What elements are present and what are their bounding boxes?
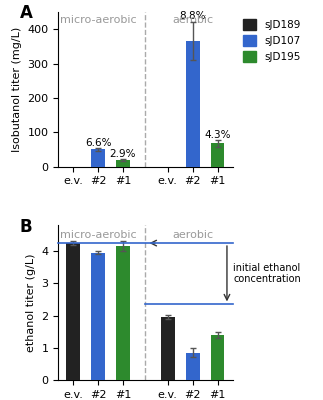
Legend: sJD189, sJD107, sJD195: sJD189, sJD107, sJD195 — [241, 17, 303, 64]
Bar — [66, 243, 80, 380]
Y-axis label: Isobutanol titer (mg/L): Isobutanol titer (mg/L) — [12, 27, 22, 152]
Bar — [186, 353, 200, 380]
Text: initial ethanol
concentration: initial ethanol concentration — [233, 263, 301, 284]
Bar — [211, 335, 224, 380]
Text: 6.6%: 6.6% — [85, 138, 111, 148]
Bar — [116, 160, 130, 167]
Text: micro-aerobic: micro-aerobic — [60, 230, 136, 240]
Text: B: B — [20, 218, 32, 236]
Bar — [186, 41, 200, 167]
Text: A: A — [20, 4, 33, 22]
Text: aerobic: aerobic — [172, 230, 213, 240]
Bar — [91, 253, 105, 380]
Bar — [91, 150, 105, 167]
Text: 4.3%: 4.3% — [204, 130, 231, 140]
Text: 8.8%: 8.8% — [180, 10, 206, 20]
Bar — [161, 317, 175, 380]
Text: 2.9%: 2.9% — [110, 149, 136, 159]
Bar — [211, 143, 224, 167]
Bar — [116, 246, 130, 380]
Y-axis label: ethanol titer (g/L): ethanol titer (g/L) — [26, 254, 36, 352]
Text: aerobic: aerobic — [172, 16, 213, 26]
Text: micro-aerobic: micro-aerobic — [60, 16, 136, 26]
